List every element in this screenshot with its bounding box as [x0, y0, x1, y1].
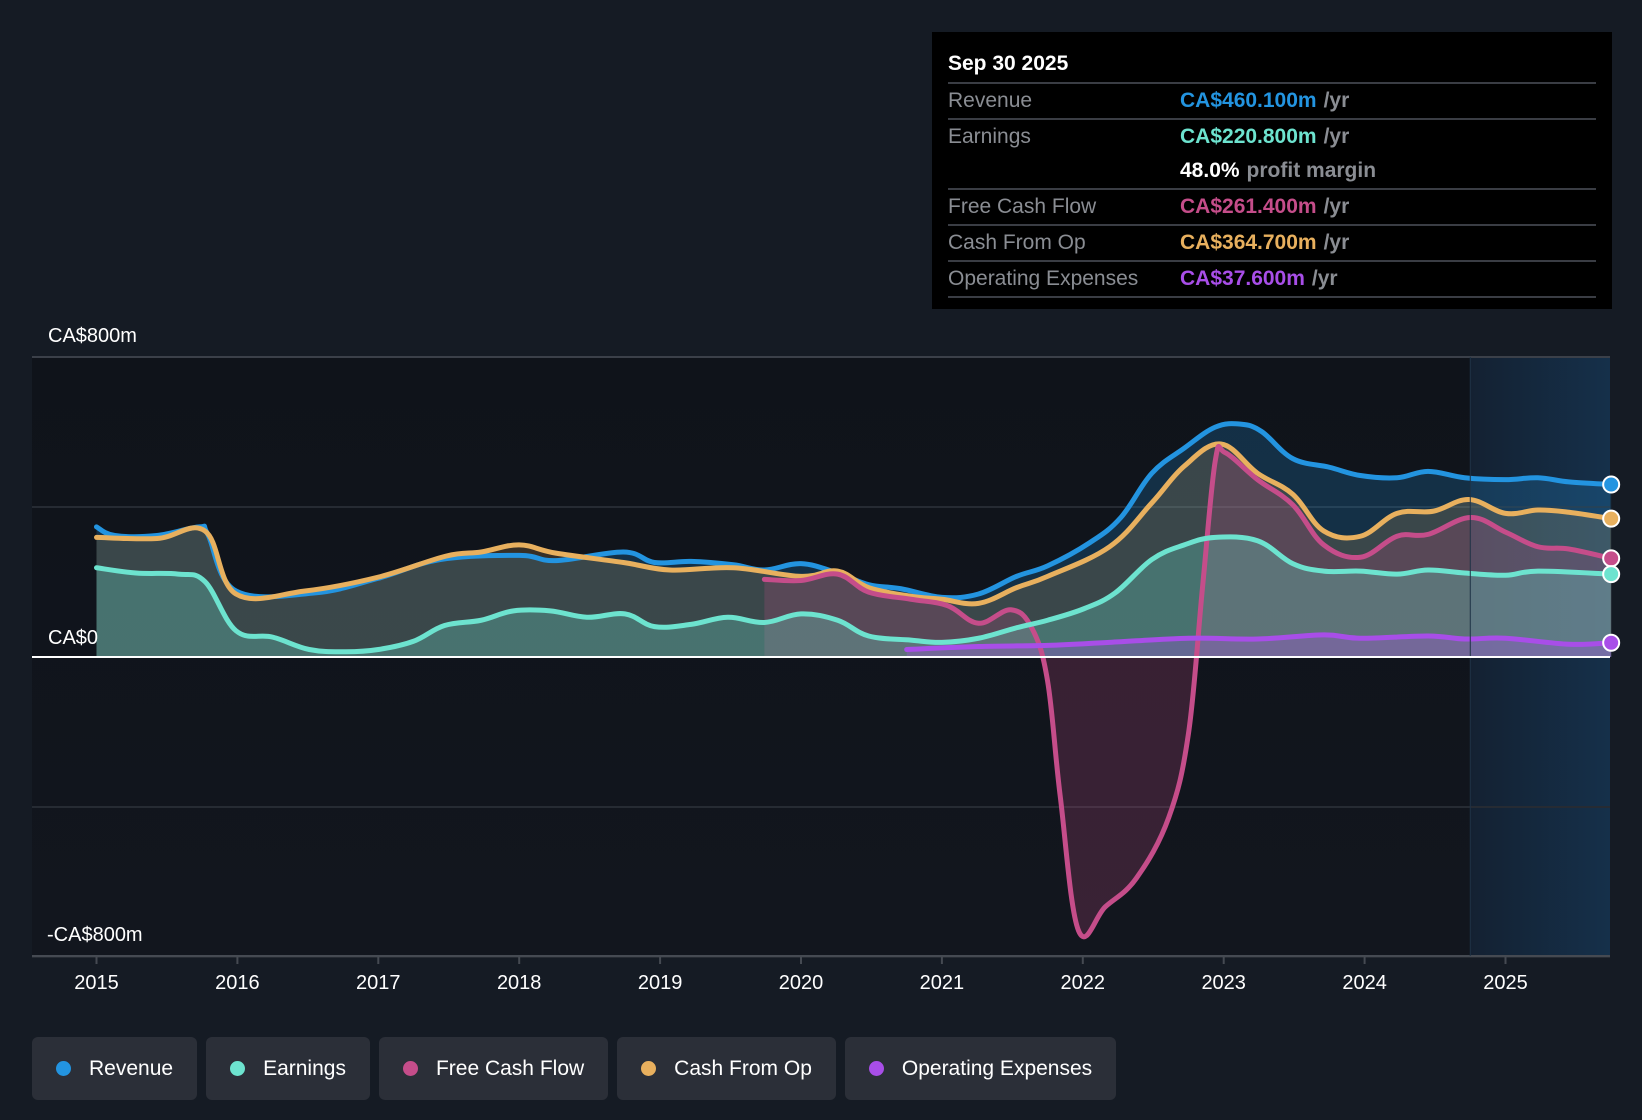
legend-label: Operating Expenses	[901, 1056, 1093, 1080]
x-tick-label: 2024	[1342, 972, 1387, 994]
revenue-line	[94, 421, 1614, 601]
revenue-endpoint[interactable]	[1602, 475, 1621, 494]
profit-margin-label: profit margin	[1246, 159, 1377, 182]
tooltip-value: CA$220.800m	[1180, 125, 1317, 148]
y-tick-label: CA$0	[48, 627, 98, 649]
y-axis-labels: CA$800m CA$0 -CA$800m	[47, 325, 143, 946]
x-tick-label: 2023	[1201, 972, 1246, 994]
legend-label: Earnings	[263, 1056, 346, 1080]
earnings-dot-icon	[230, 1061, 246, 1076]
cash-from-op-endpoint[interactable]	[1602, 509, 1621, 528]
series-lines	[94, 421, 1614, 940]
operating-expenses-area	[906, 634, 1612, 657]
legend-item-revenue[interactable]: Revenue	[32, 1037, 198, 1100]
revenue-area	[96, 423, 1612, 657]
free-cash-flow-area	[764, 446, 1612, 937]
x-tick-label: 2018	[497, 972, 542, 994]
revenue-dot-icon	[56, 1061, 71, 1076]
x-tick-label: 2016	[215, 972, 260, 994]
tooltip-label: Operating Expenses	[948, 267, 1139, 290]
profit-margin-value: 48.0%	[1180, 159, 1240, 182]
legend-item-earnings[interactable]: Earnings	[206, 1037, 370, 1100]
free-cash-flow-line	[761, 443, 1614, 940]
tooltip-row-profit-margin: 48.0% profit margin	[948, 154, 1596, 190]
tooltip-value: CA$37.600m	[1180, 267, 1305, 290]
tooltip-value: CA$364.700m	[1180, 231, 1317, 254]
x-tick-label: 2021	[920, 972, 965, 994]
operating-expenses-line	[904, 632, 1614, 652]
cash-from-op-dot-icon	[641, 1061, 657, 1076]
tooltip-unit: /yr	[1323, 89, 1350, 112]
series-endpoints	[1602, 475, 1621, 652]
free-cash-flow-dot-icon	[402, 1061, 418, 1076]
x-tick-label: 2017	[356, 972, 401, 994]
legend-label: Revenue	[89, 1056, 174, 1080]
x-axis: 2015 2016 2017 2018 2019 2020 2021 2022 2023 2024…	[32, 955, 1610, 994]
series-areas	[96, 423, 1612, 937]
earnings-area	[96, 536, 1612, 657]
cash-from-op-line	[94, 441, 1614, 607]
x-tick-label: 2020	[779, 972, 824, 994]
operating-expenses-endpoint[interactable]	[1602, 633, 1621, 652]
legend-item-operating-expenses[interactable]: Operating Expenses	[844, 1037, 1117, 1100]
chart-legend: Revenue Earnings Free Cash Flow Cash Fro…	[32, 1037, 1117, 1100]
legend-label: Free Cash Flow	[435, 1056, 585, 1080]
tooltip-panel: Sep 30 2025 Revenue CA$460.100m /yr Earn…	[932, 32, 1612, 309]
tooltip-value: CA$261.400m	[1180, 195, 1317, 218]
tooltip-label: Revenue	[948, 89, 1033, 112]
legend-item-free-cash-flow[interactable]: Free Cash Flow	[378, 1037, 609, 1100]
tooltip-unit: /yr	[1323, 195, 1350, 218]
earnings-line	[94, 534, 1614, 655]
tooltip-row-operating-expenses: Operating Expenses CA$37.600m /yr	[948, 262, 1596, 298]
tooltip-row-free-cash-flow: Free Cash Flow CA$261.400m /yr	[948, 190, 1596, 226]
tooltip-label	[948, 154, 1180, 188]
x-tick-label: 2019	[638, 972, 683, 994]
legend-item-cash-from-op[interactable]: Cash From Op	[617, 1037, 836, 1100]
tooltip-row-earnings: Earnings CA$220.800m /yr	[948, 120, 1596, 154]
free-cash-flow-endpoint[interactable]	[1602, 549, 1621, 568]
tooltip-unit: /yr	[1323, 231, 1350, 254]
x-tick-label: 2015	[74, 972, 119, 994]
tooltip-date: Sep 30 2025	[948, 46, 1596, 84]
y-tick-label: -CA$800m	[47, 924, 143, 946]
x-tick-label: 2025	[1483, 972, 1528, 994]
earnings-endpoint[interactable]	[1602, 565, 1621, 584]
y-tick-label: CA$800m	[48, 325, 137, 347]
x-tick-label: 2022	[1061, 972, 1106, 994]
tooltip-label: Earnings	[948, 125, 1031, 148]
tooltip-value: CA$460.100m	[1180, 89, 1317, 112]
tooltip-row-cash-from-op: Cash From Op CA$364.700m /yr	[948, 226, 1596, 262]
tooltip-label: Cash From Op	[948, 231, 1086, 254]
tooltip-row-revenue: Revenue CA$460.100m /yr	[948, 84, 1596, 120]
operating-expenses-dot-icon	[868, 1061, 884, 1076]
legend-label: Cash From Op	[674, 1056, 812, 1080]
tooltip-unit: /yr	[1311, 267, 1338, 290]
tooltip-unit: /yr	[1323, 125, 1350, 148]
tooltip-label: Free Cash Flow	[948, 195, 1097, 218]
cash-from-op-area	[96, 443, 1612, 657]
